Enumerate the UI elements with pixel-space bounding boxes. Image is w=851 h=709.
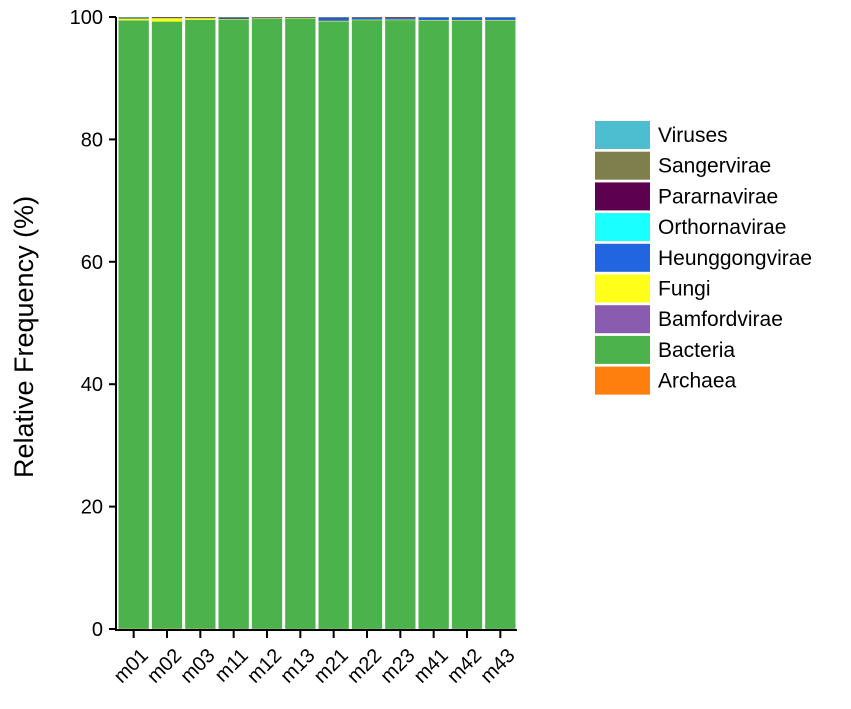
bar-segment-pararnavirae-m11 [218, 17, 249, 19]
bars [118, 17, 516, 630]
bar-segment-fungi-m23 [385, 19, 416, 21]
y-axis-title: Relative Frequency (%) [9, 196, 39, 478]
bar-segment-bacteria-m03 [185, 19, 216, 629]
bar-segment-fungi-m01 [118, 18, 149, 21]
legend-label-fungi: Fungi [658, 278, 711, 301]
x-tick-label-m12: m12 [243, 645, 286, 688]
bar-segment-bacteria-m13 [285, 18, 316, 629]
y-tick-label-100: 100 [70, 7, 103, 29]
bar-segment-heunggongvirae-m43 [485, 17, 516, 21]
bar-segment-sangervirae-m13 [285, 17, 316, 18]
legend-label-viruses: Viruses [658, 124, 728, 147]
bar-segment-fungi-m03 [185, 17, 216, 20]
y-tick-label-40: 40 [81, 374, 103, 396]
bar-segment-sangervirae-m01 [118, 17, 149, 18]
legend-label-bacteria: Bacteria [658, 339, 735, 362]
legend-label-heunggongvirae: Heunggongvirae [658, 247, 812, 270]
bar-segment-sangervirae-m23 [385, 17, 416, 18]
bar-segment-sangervirae-m03 [185, 17, 216, 18]
bar-segment-heunggongvirae-m22 [351, 17, 383, 20]
legend-label-pararnavirae: Pararnavirae [658, 185, 778, 208]
legend-swatch-bamfordvirae [595, 305, 650, 334]
bar-segment-fungi-m42 [451, 20, 483, 21]
bar-segment-bacteria-m41 [418, 20, 449, 629]
x-tick-label-m43: m43 [476, 645, 519, 688]
bar-segment-fungi-m02 [151, 17, 183, 22]
legend-swatch-heunggongvirae [595, 243, 650, 272]
legend-label-orthornavirae: Orthornavirae [658, 216, 786, 239]
x-tick-label-m03: m03 [176, 645, 219, 688]
legend-swatch-orthornavirae [595, 213, 650, 242]
x-tick-label-m13: m13 [276, 645, 319, 688]
bar-segment-fungi-m11 [218, 19, 249, 20]
x-tick-label-m21: m21 [310, 645, 353, 688]
legend-swatch-archaea [595, 366, 650, 395]
bar-segment-heunggongvirae-m13 [285, 17, 316, 19]
x-tick-label-m23: m23 [376, 645, 419, 688]
y-tick-label-0: 0 [92, 619, 103, 641]
bar-segment-sangervirae-m02 [151, 17, 183, 18]
x-tick-label-m22: m22 [343, 645, 386, 688]
bar-segment-bacteria-m01 [118, 20, 149, 629]
x-tick-label-m01: m01 [110, 645, 153, 688]
y-tick-label-80: 80 [81, 129, 103, 151]
bar-segment-fungi-m12 [251, 18, 283, 20]
bar-segment-pararnavirae-m42 [451, 17, 483, 19]
bar-segment-fungi-m13 [285, 18, 316, 19]
bar-segment-heunggongvirae-m11 [218, 18, 249, 20]
legend-label-archaea: Archaea [658, 370, 737, 393]
bar-segment-archaea-m03 [185, 628, 216, 630]
legend: Viruses Sangervirae Pararnavirae Orthornavi… [595, 121, 812, 395]
bar-segment-bacteria-m43 [485, 20, 516, 629]
legend-swatch-pararnavirae [595, 182, 650, 211]
bar-segment-pararnavirae-m43 [485, 17, 516, 19]
bar-segment-heunggongvirae-m21 [318, 18, 349, 21]
bar-segment-viruses-m42 [451, 17, 483, 18]
legend-swatch-bacteria [595, 335, 650, 364]
bar-segment-bacteria-m23 [385, 19, 416, 629]
bar-segment-fungi-m21 [318, 20, 349, 22]
bar-segment-pararnavirae-m23 [385, 17, 416, 19]
bar-segment-heunggongvirae-m42 [451, 17, 483, 21]
bar-segment-bacteria-m42 [451, 20, 483, 629]
bar-segment-pararnavirae-m03 [185, 17, 216, 18]
bar-segment-pararnavirae-m02 [151, 17, 183, 18]
bar-segment-archaea-m02 [151, 628, 183, 630]
legend-label-sangervirae: Sangervirae [658, 155, 771, 178]
bar-segment-heunggongvirae-m12 [251, 17, 283, 19]
bar-segment-sangervirae-m22 [351, 17, 383, 18]
bar-segment-heunggongvirae-m23 [385, 18, 416, 20]
bar-segment-pararnavirae-m21 [318, 17, 349, 19]
bar-segment-heunggongvirae-m41 [418, 17, 449, 21]
legend-swatch-viruses [595, 121, 650, 149]
bar-segment-heunggongvirae-m01 [118, 17, 149, 19]
legend-label-bamfordvirae: Bamfordvirae [658, 308, 783, 331]
bar-segment-viruses-m43 [485, 17, 516, 18]
bar-segment-fungi-m22 [351, 19, 383, 21]
x-tick-label-m11: m11 [211, 645, 253, 687]
bar-segment-bacteria-m22 [351, 19, 383, 629]
bar-segment-fungi-m41 [418, 20, 449, 21]
bar-segment-pararnavirae-m41 [418, 17, 449, 19]
bar-segment-viruses-m11 [218, 17, 249, 18]
bar-segment-viruses-m01 [118, 17, 149, 18]
bar-segment-viruses-m21 [318, 17, 349, 18]
x-tick-label-m42: m42 [443, 645, 486, 688]
bar-segment-bacteria-m12 [251, 18, 283, 629]
bar-segment-bacteria-m21 [318, 21, 349, 629]
bar-segment-viruses-m41 [418, 17, 449, 18]
x-tick-label-m41: m41 [410, 645, 453, 688]
bar-segment-fungi-m43 [485, 20, 516, 21]
bar-segment-archaea-m01 [118, 628, 149, 630]
bar-segment-bacteria-m02 [151, 21, 183, 629]
legend-swatch-sangervirae [595, 151, 650, 180]
legend-swatch-fungi [595, 274, 650, 303]
bar-segment-sangervirae-m12 [251, 17, 283, 18]
y-tick-label-20: 20 [81, 497, 103, 519]
y-tick-label-60: 60 [81, 252, 103, 274]
bar-segment-bacteria-m11 [218, 19, 249, 629]
x-tick-label-m02: m02 [143, 645, 186, 688]
